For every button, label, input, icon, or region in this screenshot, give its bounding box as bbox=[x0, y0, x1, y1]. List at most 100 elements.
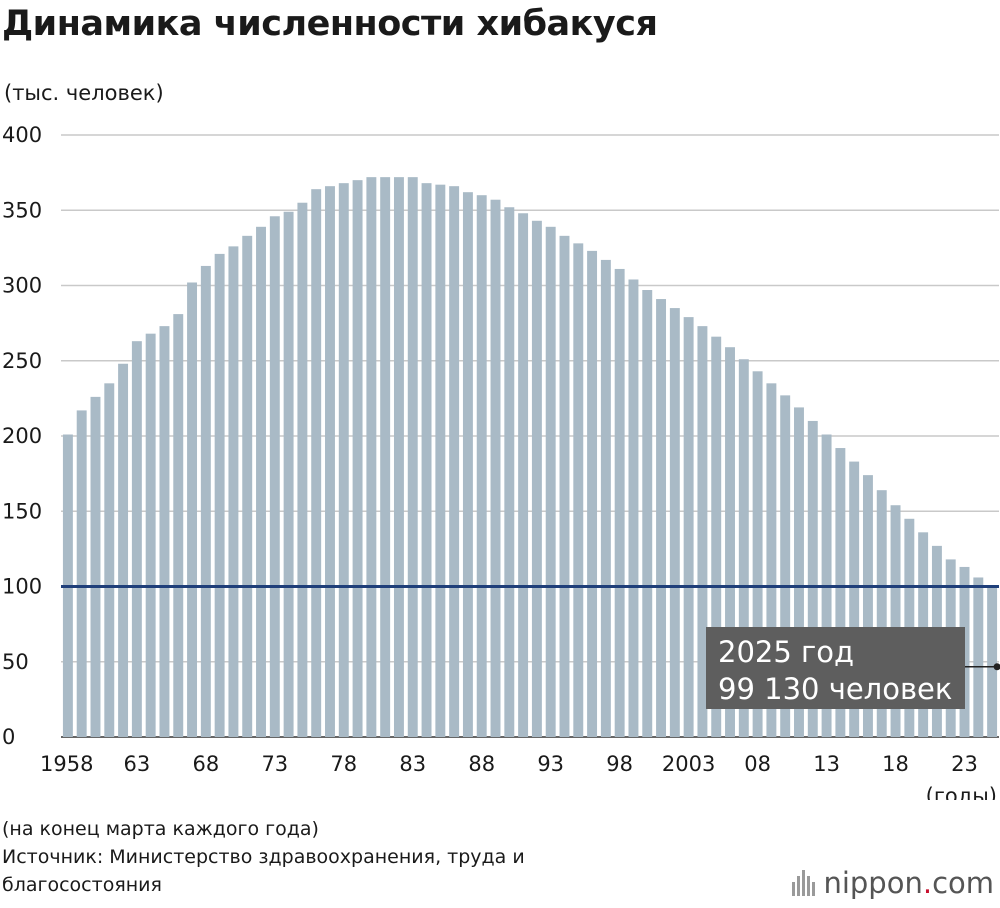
bar bbox=[104, 383, 115, 737]
bars bbox=[62, 177, 998, 738]
bar bbox=[159, 326, 170, 737]
logo-dot: . bbox=[922, 866, 933, 900]
bar bbox=[642, 290, 653, 737]
logo-name: nippon bbox=[823, 866, 923, 900]
x-axis-ticks: 1958 63 68 73 78 83 88 93 98 2003 08 13 18 23 (годы) bbox=[40, 752, 997, 800]
bar bbox=[766, 383, 777, 737]
bar bbox=[849, 461, 860, 737]
x-axis-label: (годы) bbox=[926, 784, 997, 800]
bar bbox=[890, 505, 901, 737]
bar bbox=[145, 333, 156, 737]
x-tick-label: 2003 bbox=[662, 752, 715, 776]
y-tick-label: 400 bbox=[2, 123, 42, 147]
chart-title: Динамика численности хибакуся bbox=[2, 4, 658, 44]
logo-mark-icon bbox=[792, 870, 816, 896]
x-tick-label: 88 bbox=[468, 752, 495, 776]
bar bbox=[835, 448, 846, 737]
y-tick-label: 50 bbox=[2, 650, 29, 674]
bar bbox=[614, 268, 625, 737]
bar bbox=[269, 216, 280, 737]
y-tick-label: 150 bbox=[2, 499, 42, 523]
x-tick-label: 13 bbox=[813, 752, 840, 776]
bar bbox=[725, 347, 735, 737]
bar bbox=[490, 199, 501, 738]
y-tick-label: 0 bbox=[2, 725, 15, 749]
bar bbox=[780, 395, 791, 737]
bar bbox=[131, 341, 142, 737]
bar bbox=[476, 195, 487, 737]
bar bbox=[559, 235, 570, 737]
bar bbox=[90, 396, 101, 737]
bar bbox=[794, 407, 804, 737]
bar bbox=[173, 314, 184, 737]
bar bbox=[587, 250, 598, 737]
nippon-logo: nippon. com bbox=[792, 866, 994, 900]
bar bbox=[200, 265, 211, 737]
footnote-source-cont: благосостояния bbox=[2, 874, 162, 896]
bar bbox=[462, 192, 473, 737]
bar bbox=[711, 336, 722, 737]
bar bbox=[876, 490, 887, 737]
y-axis-unit-label: (тыс. человек) bbox=[4, 81, 164, 105]
bar bbox=[283, 211, 294, 737]
bar bbox=[380, 177, 391, 737]
y-tick-label: 250 bbox=[2, 349, 42, 373]
bar bbox=[187, 282, 198, 737]
x-tick-label: 78 bbox=[330, 752, 357, 776]
y-tick-label: 200 bbox=[2, 424, 42, 448]
bar bbox=[752, 371, 763, 737]
bar bbox=[256, 226, 266, 737]
x-tick-label: 18 bbox=[882, 752, 909, 776]
bar bbox=[573, 243, 584, 738]
y-axis-ticks: 0 50 100 150 200 250 300 350 400 bbox=[2, 123, 42, 749]
bar bbox=[338, 183, 349, 737]
y-tick-label: 100 bbox=[2, 575, 42, 599]
callout-value: 99 130 человек bbox=[718, 672, 952, 706]
bar bbox=[449, 186, 460, 738]
x-tick-label: 23 bbox=[951, 752, 978, 776]
bar bbox=[683, 317, 694, 737]
bar bbox=[600, 259, 611, 737]
bar bbox=[352, 180, 363, 737]
callout-point bbox=[993, 663, 1000, 671]
bar bbox=[393, 177, 404, 737]
logo-suffix: com bbox=[932, 866, 994, 900]
bar bbox=[407, 177, 418, 737]
x-tick-label: 83 bbox=[399, 752, 426, 776]
x-tick-label: 08 bbox=[744, 752, 771, 776]
bar bbox=[545, 226, 556, 737]
bar bbox=[656, 299, 667, 737]
bar bbox=[421, 183, 432, 737]
bar bbox=[807, 420, 818, 737]
x-tick-label: 68 bbox=[192, 752, 219, 776]
bar bbox=[76, 410, 87, 737]
x-tick-label: 98 bbox=[606, 752, 633, 776]
bar bbox=[242, 235, 253, 737]
bar bbox=[214, 253, 225, 737]
bar bbox=[669, 308, 680, 737]
bar bbox=[987, 587, 998, 737]
callout-box bbox=[706, 627, 965, 709]
y-tick-label: 350 bbox=[2, 198, 42, 222]
bar bbox=[118, 363, 129, 737]
bar bbox=[973, 577, 984, 737]
x-tick-label: 63 bbox=[124, 752, 151, 776]
bar bbox=[435, 184, 446, 738]
bar bbox=[862, 475, 873, 737]
x-tick-label: 1958 bbox=[40, 752, 93, 776]
footnote-source: Источник: Министерство здравоохранения, … bbox=[2, 846, 525, 868]
bar bbox=[531, 220, 542, 737]
bar bbox=[311, 189, 322, 737]
bar bbox=[738, 359, 749, 737]
bar bbox=[366, 177, 377, 737]
bar-chart: 0 50 100 150 200 250 300 350 400 1958 63 68 73 78 83 8… bbox=[2, 123, 1000, 800]
bar bbox=[504, 207, 515, 738]
bar bbox=[697, 326, 708, 737]
bar bbox=[518, 213, 529, 737]
bar bbox=[628, 279, 639, 737]
x-tick-label: 93 bbox=[537, 752, 564, 776]
bar bbox=[297, 202, 308, 738]
y-tick-label: 300 bbox=[2, 274, 42, 298]
bar bbox=[325, 186, 335, 738]
